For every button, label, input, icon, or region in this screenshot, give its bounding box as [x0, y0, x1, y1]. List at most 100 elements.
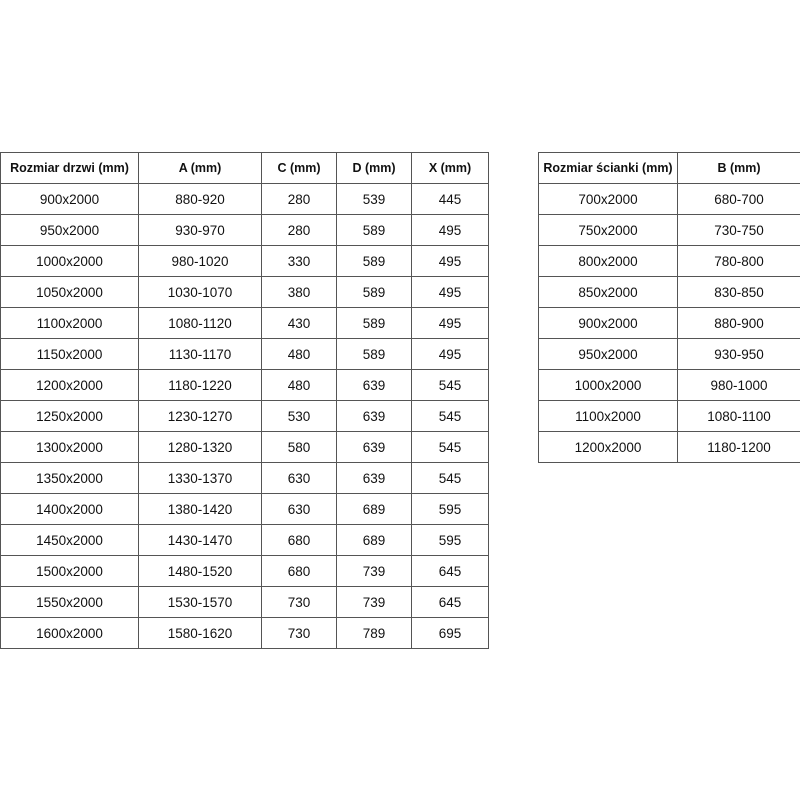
table-cell: 1130-1170: [138, 338, 262, 370]
table-cell: 1200x2000: [538, 431, 678, 463]
table-cell: 1580-1620: [138, 617, 262, 649]
table-row: 1300x2000 1280-1320 580 639 545: [0, 431, 489, 463]
table-cell: 730: [261, 586, 337, 618]
table-row: 900x2000 880-920 280 539 445: [0, 183, 489, 215]
table-cell: 1550x2000: [0, 586, 139, 618]
table-row: 700x2000 680-700: [538, 183, 800, 215]
table-cell: 739: [336, 586, 412, 618]
table-row: 1550x2000 1530-1570 730 739 645: [0, 586, 489, 618]
table-cell: 595: [411, 524, 489, 556]
table-cell: 495: [411, 338, 489, 370]
table-cell: 630: [261, 462, 337, 494]
table-cell: 1050x2000: [0, 276, 139, 308]
table-row: 1100x2000 1080-1100: [538, 400, 800, 432]
column-header: Rozmiar drzwi (mm): [0, 152, 139, 184]
table-cell: 545: [411, 369, 489, 401]
column-header: C (mm): [261, 152, 337, 184]
table-cell: 689: [336, 493, 412, 525]
table-cell: 539: [336, 183, 412, 215]
table-cell: 495: [411, 214, 489, 246]
table-cell: 495: [411, 245, 489, 277]
table-cell: 639: [336, 369, 412, 401]
column-header: A (mm): [138, 152, 262, 184]
table-row: 950x2000 930-950: [538, 338, 800, 370]
table-cell: 1000x2000: [538, 369, 678, 401]
table-cell: 645: [411, 586, 489, 618]
table-cell: 589: [336, 245, 412, 277]
table-cell: 700x2000: [538, 183, 678, 215]
table-row: 1500x2000 1480-1520 680 739 645: [0, 555, 489, 587]
column-header: Rozmiar ścianki (mm): [538, 152, 678, 184]
table-cell: 330: [261, 245, 337, 277]
table-cell: 1100x2000: [0, 307, 139, 339]
table-cell: 545: [411, 400, 489, 432]
table-row: 750x2000 730-750: [538, 214, 800, 246]
table-row: 1600x2000 1580-1620 730 789 695: [0, 617, 489, 649]
door-size-table: Rozmiar drzwi (mm) A (mm) C (mm) D (mm) X (m…: [0, 152, 489, 649]
table-cell: 639: [336, 400, 412, 432]
table-row: 850x2000 830-850: [538, 276, 800, 308]
table-row: 1350x2000 1330-1370 630 639 545: [0, 462, 489, 494]
table-cell: 495: [411, 307, 489, 339]
table-row: 1200x2000 1180-1220 480 639 545: [0, 369, 489, 401]
table-cell: 1400x2000: [0, 493, 139, 525]
table-cell: 850x2000: [538, 276, 678, 308]
table-cell: 880-920: [138, 183, 262, 215]
table-cell: 530: [261, 400, 337, 432]
table-cell: 930-950: [677, 338, 800, 370]
table-cell: 739: [336, 555, 412, 587]
table-row: 800x2000 780-800: [538, 245, 800, 277]
table-cell: 280: [261, 214, 337, 246]
table-cell: 1200x2000: [0, 369, 139, 401]
table-row: 900x2000 880-900: [538, 307, 800, 339]
table-row: 1450x2000 1430-1470 680 689 595: [0, 524, 489, 556]
table-cell: 900x2000: [538, 307, 678, 339]
table-cell: 1100x2000: [538, 400, 678, 432]
table-cell: 1180-1200: [677, 431, 800, 463]
table-cell: 1300x2000: [0, 431, 139, 463]
table-cell: 545: [411, 431, 489, 463]
table-cell: 680-700: [677, 183, 800, 215]
table-row: 1100x2000 1080-1120 430 589 495: [0, 307, 489, 339]
table-cell: 1330-1370: [138, 462, 262, 494]
table-cell: 445: [411, 183, 489, 215]
column-header: B (mm): [677, 152, 800, 184]
table-cell: 480: [261, 369, 337, 401]
table-row: 1400x2000 1380-1420 630 689 595: [0, 493, 489, 525]
table-cell: 589: [336, 276, 412, 308]
table-row: 1000x2000 980-1020 330 589 495: [0, 245, 489, 277]
table-cell: 1500x2000: [0, 555, 139, 587]
table-cell: 1080-1100: [677, 400, 800, 432]
table-cell: 639: [336, 431, 412, 463]
table-cell: 680: [261, 524, 337, 556]
table-row: 950x2000 930-970 280 589 495: [0, 214, 489, 246]
table-cell: 1450x2000: [0, 524, 139, 556]
table-cell: 595: [411, 493, 489, 525]
table-row: 1200x2000 1180-1200: [538, 431, 800, 463]
table-cell: 589: [336, 214, 412, 246]
table-row: 1150x2000 1130-1170 480 589 495: [0, 338, 489, 370]
table-cell: 1080-1120: [138, 307, 262, 339]
column-header: X (mm): [411, 152, 489, 184]
table-cell: 630: [261, 493, 337, 525]
table-cell: 980-1000: [677, 369, 800, 401]
table-cell: 730-750: [677, 214, 800, 246]
table-cell: 280: [261, 183, 337, 215]
table-cell: 589: [336, 307, 412, 339]
table-cell: 1000x2000: [0, 245, 139, 277]
table-cell: 1350x2000: [0, 462, 139, 494]
table-cell: 380: [261, 276, 337, 308]
table-cell: 430: [261, 307, 337, 339]
table-cell: 789: [336, 617, 412, 649]
table-cell: 1600x2000: [0, 617, 139, 649]
table-cell: 1480-1520: [138, 555, 262, 587]
table-cell: 1380-1420: [138, 493, 262, 525]
table-cell: 480: [261, 338, 337, 370]
table-cell: 689: [336, 524, 412, 556]
table-cell: 1430-1470: [138, 524, 262, 556]
table-cell: 1280-1320: [138, 431, 262, 463]
table-row: 1050x2000 1030-1070 380 589 495: [0, 276, 489, 308]
table-cell: 589: [336, 338, 412, 370]
table-cell: 1030-1070: [138, 276, 262, 308]
table-cell: 1530-1570: [138, 586, 262, 618]
